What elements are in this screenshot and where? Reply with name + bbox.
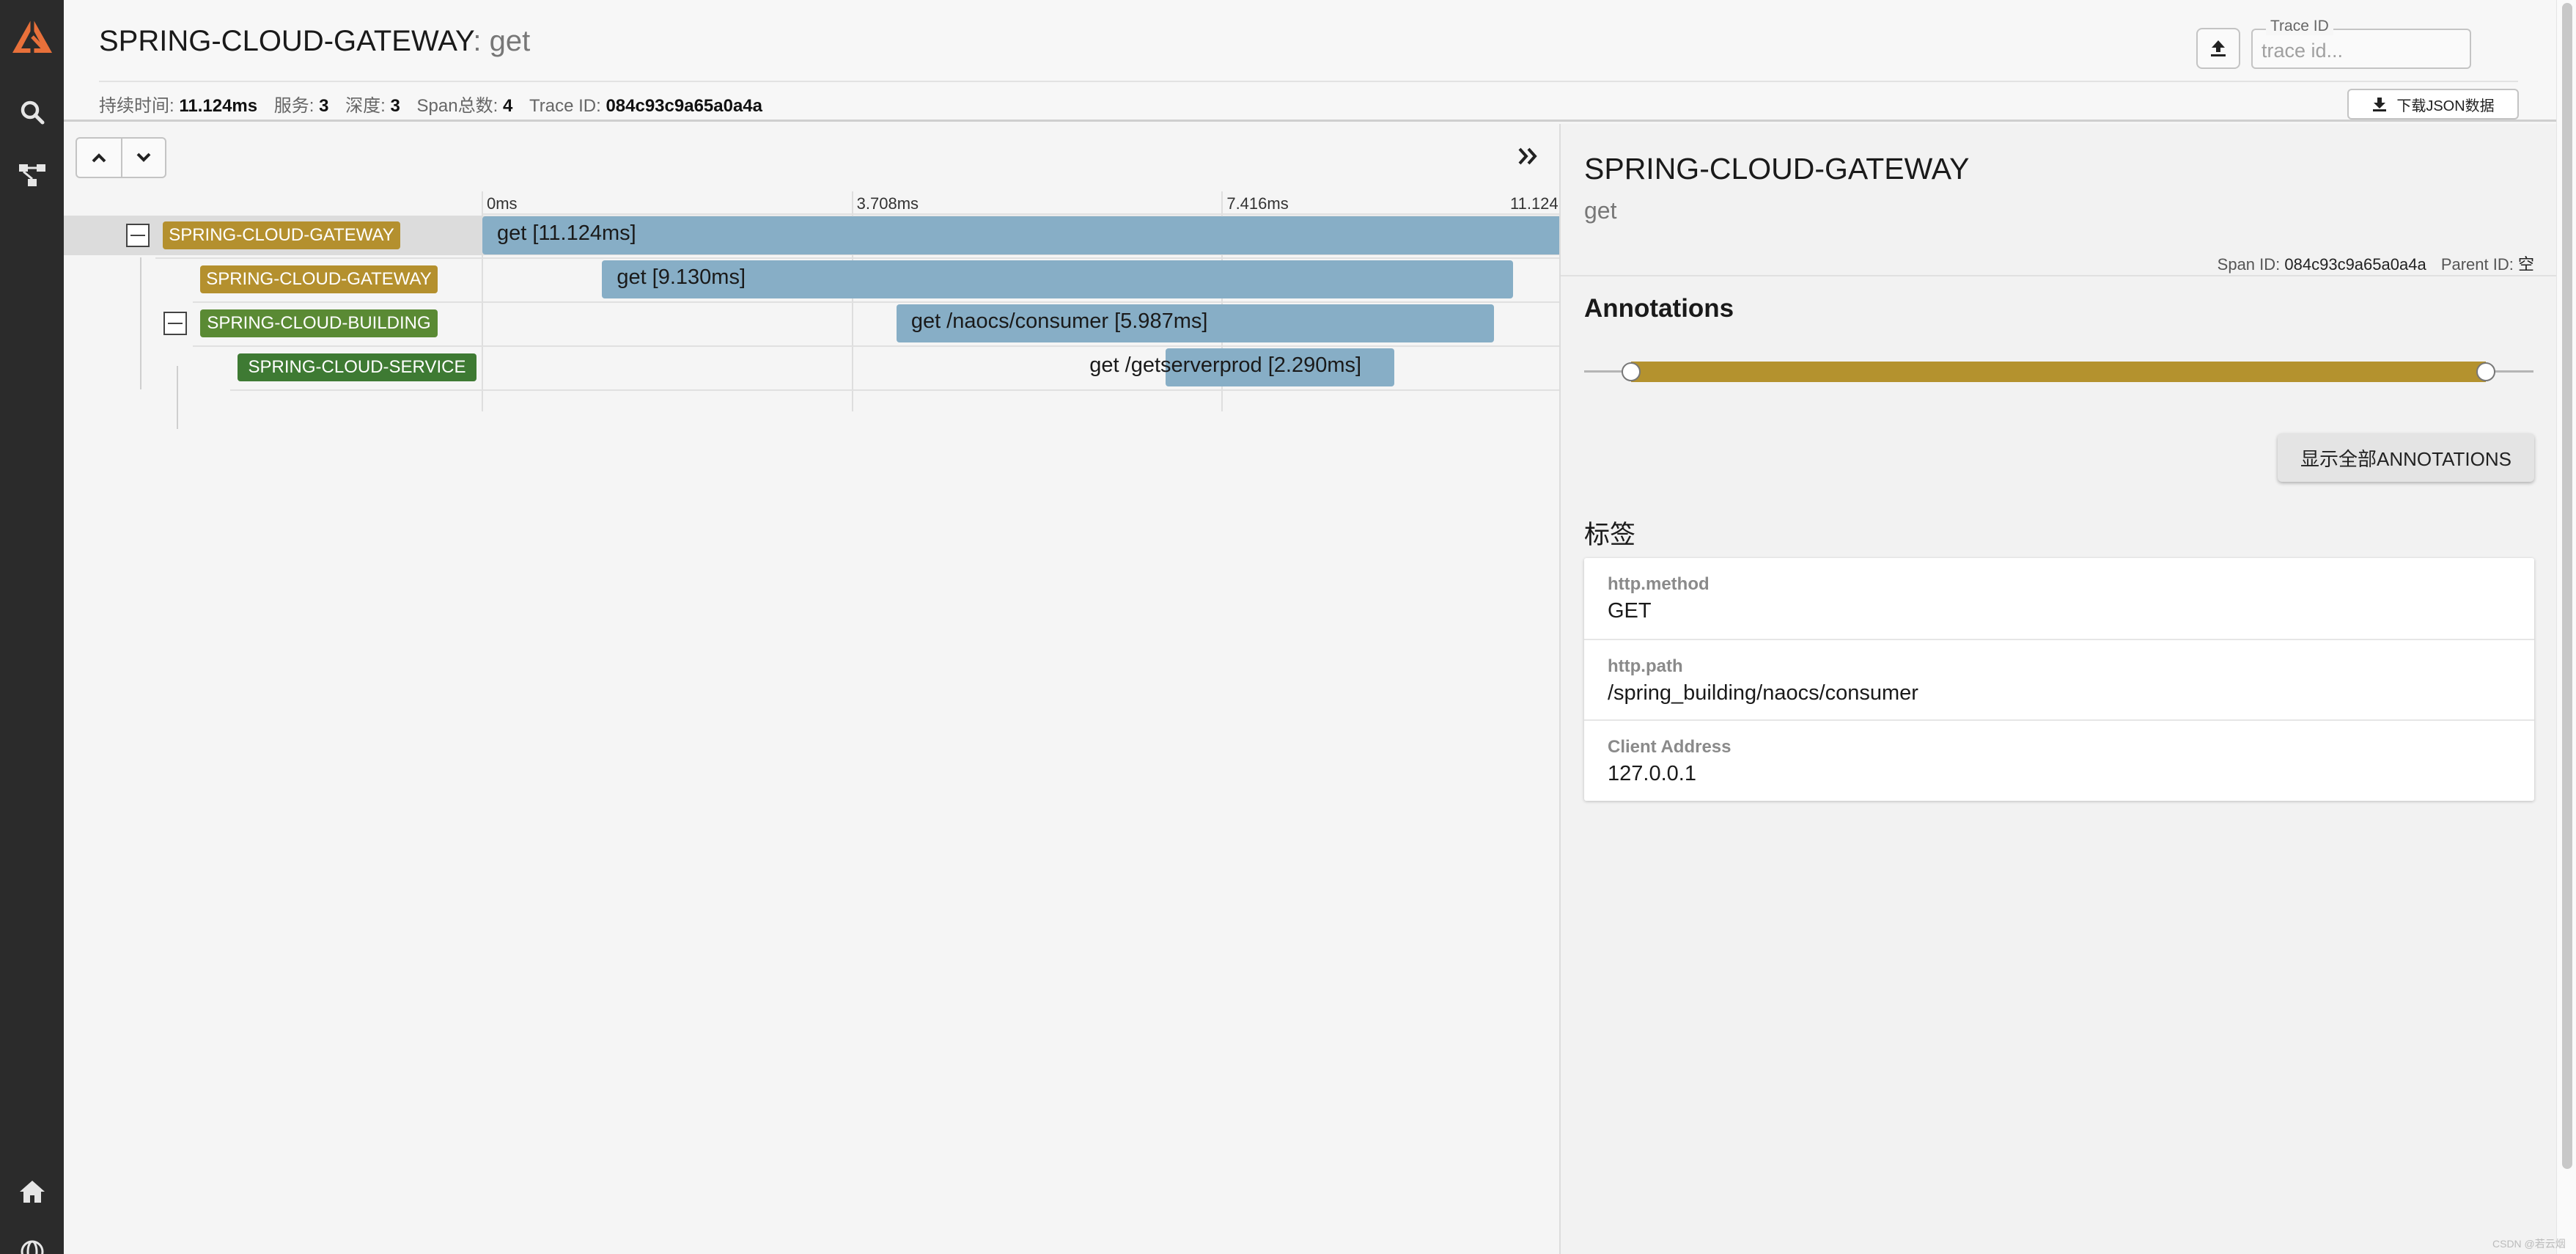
span-label: get [11.124ms] — [497, 221, 636, 245]
next-span-button[interactable] — [120, 139, 165, 177]
timeline-tick-label: 7.416ms — [1226, 194, 1289, 213]
span-duration-bar[interactable] — [1166, 348, 1394, 386]
search-icon — [21, 100, 44, 125]
span-id-value: 084c93c9a65a0a4a — [2284, 255, 2426, 274]
scrollbar-thumb[interactable] — [2562, 3, 2572, 1169]
chevron-down-icon — [136, 153, 151, 162]
span-nav-buttons — [76, 137, 166, 178]
span-row-separator — [193, 345, 1592, 347]
span-duration-bar[interactable] — [602, 260, 1513, 298]
header-divider — [99, 81, 2518, 82]
span-ids: Span ID: 084c93c9a65a0a4a Parent ID: 空 — [2218, 252, 2534, 275]
tag-key: http.method — [1608, 574, 1710, 594]
title-separator: : — [473, 25, 490, 57]
title-method: get — [489, 25, 531, 57]
tag-value: /spring_building/naocs/consumer — [1608, 681, 1918, 705]
duration-value: 11.124ms — [179, 96, 258, 116]
trace-timeline-panel: 0ms 3.708ms 7.416ms 11.124ms SPRING-CLOUD-G… — [64, 124, 1593, 1254]
span-total-label: Span总数: — [416, 96, 498, 116]
span-row-separator — [230, 389, 1592, 391]
span-label: get [9.130ms] — [617, 265, 746, 289]
collapse-toggle[interactable] — [126, 224, 150, 247]
tag-value: GET — [1608, 599, 1652, 623]
chevron-up-icon — [92, 153, 106, 163]
span-id-label: Span ID: — [2217, 255, 2281, 274]
detail-service-name: SPRING-CLOUD-GATEWAY — [1584, 152, 1970, 186]
prev-span-button[interactable] — [77, 139, 121, 177]
tree-connector — [140, 257, 141, 389]
parent-id-value: 空 — [2517, 255, 2534, 274]
zipkin-logo-icon — [12, 18, 52, 56]
title-service: SPRING-CLOUD-GATEWAY — [99, 25, 474, 57]
tags-title: 标签 — [1584, 521, 1636, 549]
show-all-annotations-button[interactable]: 显示全部ANNOTATIONS — [2278, 433, 2534, 482]
nav-dependencies[interactable] — [0, 150, 64, 201]
annotation-range — [1631, 362, 2486, 382]
detail-method: get — [1584, 197, 1617, 224]
collapse-toggle[interactable] — [163, 312, 187, 335]
trace-id-input[interactable] — [2253, 30, 2470, 67]
download-json-button[interactable]: 下载JSON数据 — [2347, 89, 2519, 120]
tag-key: Client Address — [1608, 737, 1732, 757]
annotations-divider — [1561, 275, 2558, 276]
span-total-value: 4 — [502, 96, 513, 116]
page-scrollbar[interactable] — [2556, 0, 2576, 1254]
page-title: SPRING-CLOUD-GATEWAY: get — [99, 25, 530, 58]
tree-connector — [177, 366, 178, 429]
tag-key: http.path — [1608, 656, 1683, 676]
trace-id-label: Trace ID: — [529, 96, 601, 116]
upload-json-button[interactable] — [2196, 28, 2240, 69]
span-duration-bar[interactable] — [896, 304, 1494, 342]
duration-label: 持续时间: — [99, 96, 174, 116]
timeline-tick-label: 3.708ms — [856, 194, 919, 213]
dependency-graph-icon — [18, 164, 45, 186]
sidebar — [0, 0, 64, 1254]
parent-id-label: Parent ID: — [2440, 255, 2514, 274]
service-name-tag[interactable]: SPRING-CLOUD-BUILDING — [200, 309, 438, 337]
annotation-start-knob[interactable] — [1622, 362, 1641, 381]
nav-language[interactable] — [0, 1226, 64, 1254]
span-label: get /naocs/consumer [5.987ms] — [910, 309, 1208, 333]
trace-id-value: 084c93c9a65a0a4a — [606, 96, 762, 116]
depth-label: 深度: — [345, 96, 386, 116]
depth-value: 3 — [390, 96, 400, 116]
tag-row: Client Address 127.0.0.1 — [1584, 719, 2534, 800]
watermark: CSDN @若云烟 — [2492, 1238, 2566, 1250]
trace-stats: 持续时间: 11.124ms 服务: 3 深度: 3 Span总数: 4 Tra… — [99, 91, 774, 117]
tag-row: http.path /spring_building/naocs/consume… — [1584, 639, 2534, 719]
upload-icon — [2211, 40, 2226, 56]
annotations-title: Annotations — [1584, 294, 1734, 323]
annotation-end-knob[interactable] — [2476, 362, 2495, 381]
timeline-axis — [482, 213, 1592, 215]
home-icon — [19, 1181, 45, 1203]
services-value: 3 — [319, 96, 329, 116]
zipkin-logo[interactable] — [0, 12, 64, 63]
span-label: get /getserverprod [2.290ms] — [1089, 353, 1362, 377]
services-label: 服务: — [273, 96, 314, 116]
span-row-separator — [193, 301, 1592, 303]
tags-card: http.method GET http.path /spring_buildi… — [1584, 558, 2534, 801]
span-duration-bar[interactable] — [482, 216, 1592, 254]
download-icon — [2373, 98, 2387, 111]
download-label: 下载JSON数据 — [2396, 98, 2495, 114]
trace-id-field[interactable] — [2251, 29, 2471, 69]
span-row-separator — [155, 257, 1592, 259]
trace-id-legend: Trace ID — [2266, 18, 2333, 35]
timeline-tick-label: 0ms — [487, 194, 518, 213]
span-detail-panel: SPRING-CLOUD-GATEWAY get Span ID: 084c93… — [1559, 124, 2558, 1254]
nav-search[interactable] — [0, 87, 64, 138]
nav-home[interactable] — [0, 1166, 64, 1217]
service-name-tag[interactable]: SPRING-CLOUD-SERVICE — [238, 353, 476, 381]
expand-detail-button[interactable] — [1513, 142, 1542, 171]
tag-row: http.method GET — [1584, 558, 2534, 639]
double-chevron-right-icon — [1518, 147, 1537, 165]
tag-value: 127.0.0.1 — [1608, 762, 1696, 785]
trace-header: SPRING-CLOUD-GATEWAY: get Trace ID 持续时间:… — [64, 0, 2556, 122]
globe-icon — [21, 1240, 43, 1254]
service-name-tag[interactable]: SPRING-CLOUD-GATEWAY — [163, 221, 400, 249]
service-name-tag[interactable]: SPRING-CLOUD-GATEWAY — [200, 265, 438, 293]
